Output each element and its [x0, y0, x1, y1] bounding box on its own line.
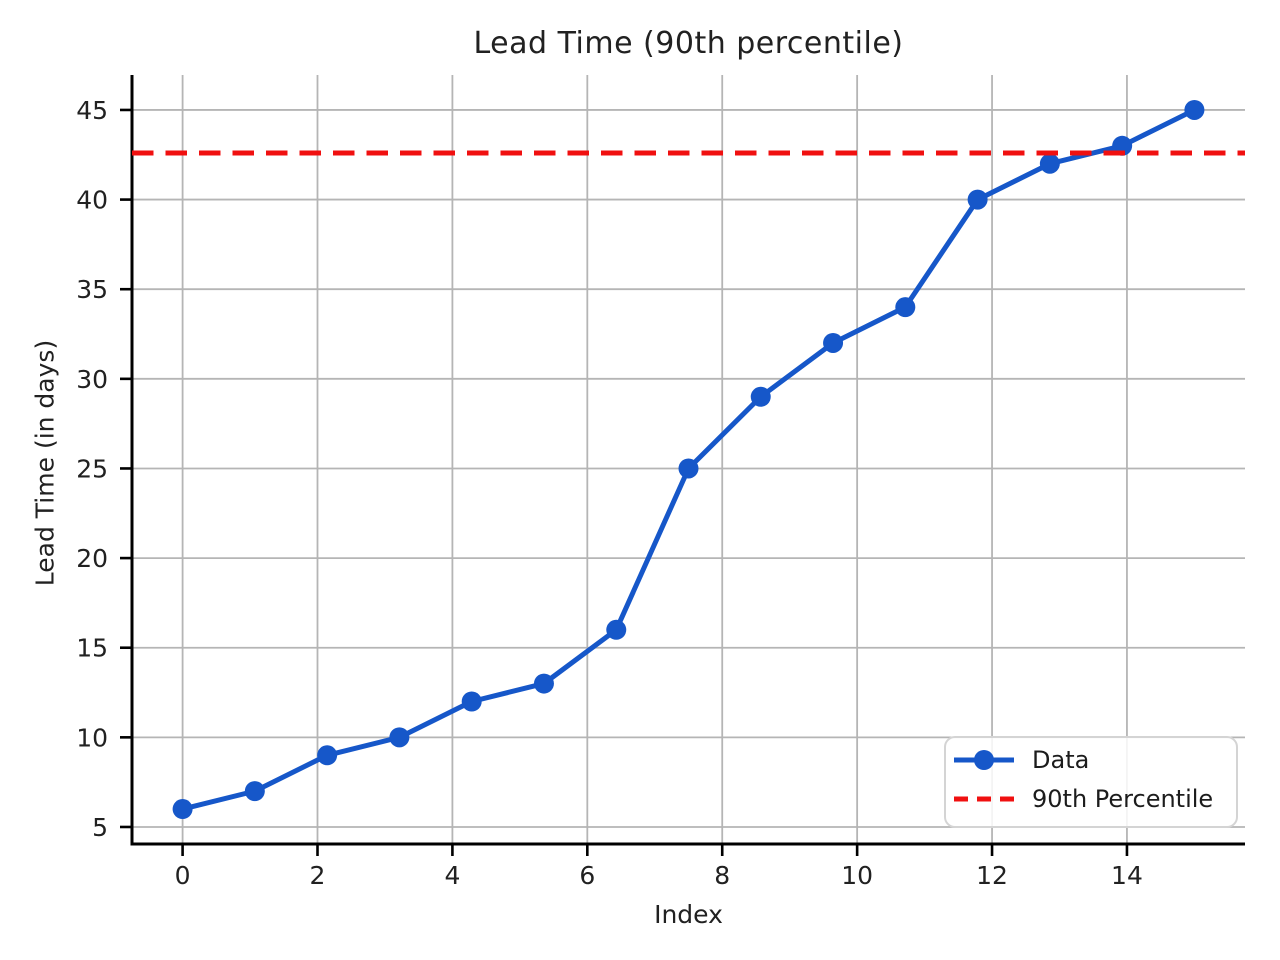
- data-point-marker: [389, 727, 410, 748]
- data-point-marker: [895, 297, 916, 318]
- data-point-marker: [606, 619, 627, 640]
- data-point-marker: [1184, 99, 1205, 120]
- legend-box: [944, 736, 1238, 828]
- y-axis-label: Lead Time (in days): [30, 339, 60, 587]
- data-point-marker: [1039, 153, 1060, 174]
- x-tick-label: 2: [310, 861, 326, 890]
- y-tick-label: 15: [76, 634, 108, 663]
- legend-frame: [944, 736, 1238, 828]
- x-tick-label: 10: [841, 861, 873, 890]
- axes: 0 2 4 6 8 10 12 14 5 10 15 20 25 30 35 40 45: [76, 75, 1245, 890]
- y-tick-label: 35: [76, 275, 108, 304]
- x-tick-label: 0: [175, 861, 191, 890]
- x-axis-label: Index: [654, 900, 723, 929]
- data-point-marker: [244, 781, 265, 802]
- data-point-marker: [678, 458, 699, 479]
- data-point-marker: [172, 799, 193, 820]
- data-point-marker: [317, 745, 338, 766]
- x-tick-label: 6: [579, 861, 595, 890]
- legend-label-data: Data: [1032, 746, 1090, 774]
- legend-label-percentile: 90th Percentile: [1032, 785, 1214, 813]
- data-point-marker: [823, 332, 844, 353]
- y-tick-label: 45: [76, 96, 108, 125]
- data-series-line: [172, 99, 1205, 820]
- data-point-marker: [533, 673, 554, 694]
- data-point-marker: [461, 691, 482, 712]
- legend-data-marker-sample: [974, 750, 994, 770]
- y-tick-label: 5: [92, 813, 108, 842]
- data-point-marker: [750, 386, 771, 407]
- y-tick-label: 20: [76, 544, 108, 573]
- y-tick-label: 25: [76, 454, 108, 483]
- y-tick-label: 30: [76, 365, 108, 394]
- y-tick-label: 40: [76, 186, 108, 215]
- x-tick-label: 12: [976, 861, 1008, 890]
- x-tick-label: 8: [714, 861, 730, 890]
- data-point-marker: [967, 189, 988, 210]
- x-tick-label: 14: [1111, 861, 1143, 890]
- x-tick-label: 4: [444, 861, 460, 890]
- y-tick-label: 10: [76, 723, 108, 752]
- chart-title: Lead Time (90th percentile): [473, 26, 904, 61]
